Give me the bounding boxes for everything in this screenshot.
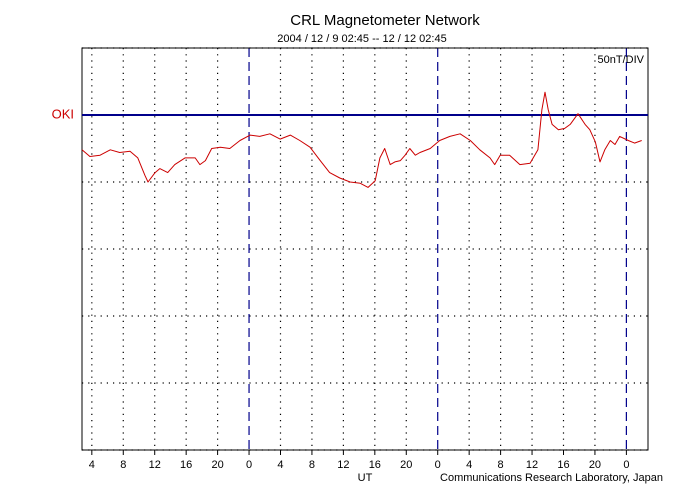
x-tick-label: 4 [89,459,95,471]
x-tick-label: 16 [557,459,569,471]
plot-frame [81,47,649,451]
x-tick-label: 20 [589,459,601,471]
x-tick-label: 4 [277,459,283,471]
x-tick-label: 0 [623,459,629,471]
data-line [81,91,642,188]
x-tick-label: 12 [149,459,161,471]
x-tick-label: 12 [526,459,538,471]
x-tick-label: 8 [498,459,504,471]
x-tick-label: 4 [466,459,472,471]
x-tick-label: 20 [400,459,412,471]
credit: Communications Research Laboratory, Japa… [440,472,663,484]
x-tick-label: 16 [369,459,381,471]
x-tick-label: 12 [337,459,349,471]
station-label: OKI [52,106,74,121]
chart-subtitle: 2004 / 12 / 9 02:45 -- 12 / 12 02:45 [277,33,446,45]
x-tick-label: 16 [180,459,192,471]
scale-label: 50nT/DIV [598,54,645,66]
x-tick-label: 8 [120,459,126,471]
x-tick-label: 0 [435,459,441,471]
x-tick-label: 0 [246,459,252,471]
chart-title: CRL Magnetometer Network [290,12,480,29]
x-tick-label: 20 [211,459,223,471]
x-tick-label: 8 [309,459,315,471]
x-axis-label: UT [358,472,373,484]
